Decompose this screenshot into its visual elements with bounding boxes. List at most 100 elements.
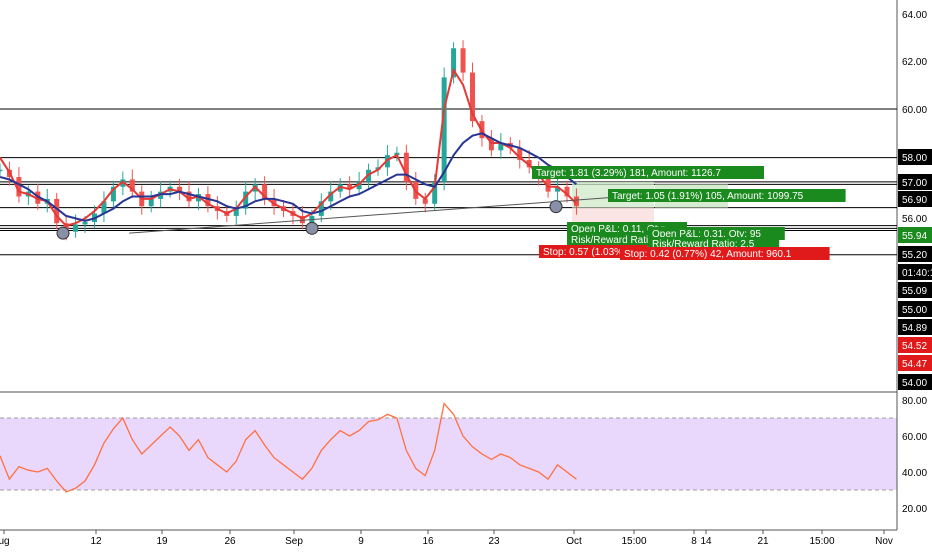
price-tick-11: 55.00 <box>898 301 932 317</box>
price-tick-15: 54.00 <box>898 374 932 390</box>
candle-body <box>35 191 41 204</box>
label-stop-2-text: Stop: 0.42 (0.77%) 42, Amount: 960.1 <box>624 249 792 260</box>
price-tick-bg <box>898 301 932 317</box>
price-tick-label: 54.89 <box>902 323 927 334</box>
loss-zone-1 <box>572 207 654 226</box>
candle-body <box>564 186 570 197</box>
rsi-tick-1: 60.00 <box>902 432 927 443</box>
axes: 64.00 62.00 60.00 58.00 57.00 56.90 56.00 55.94… <box>0 10 932 547</box>
candle-body <box>73 224 79 232</box>
x-tick-4: Sep <box>285 536 303 547</box>
candle-6 <box>54 192 60 230</box>
price-tick-label: 01:40:15 <box>902 268 932 279</box>
label-stop-2: Stop: 0.42 (0.77%) 42, Amount: 960.1 <box>620 247 830 260</box>
price-tick-bg <box>898 174 932 190</box>
price-tick-6: 56.00 <box>902 214 927 225</box>
price-tick-2: 60.00 <box>902 105 927 116</box>
price-tick-9: 01:40:15 <box>898 264 932 280</box>
label-target-2-text: Target: 1.05 (1.91%) 105, Amount: 1099.7… <box>612 191 804 202</box>
candle-47 <box>441 67 447 191</box>
rsi-tick-2: 40.00 <box>902 468 927 479</box>
candle-body <box>470 72 475 122</box>
candle-59 <box>555 176 561 201</box>
candle-body <box>555 186 561 192</box>
candle-43 <box>403 144 409 191</box>
label-open-pl-2-bg <box>648 227 785 240</box>
candle-body <box>517 147 523 161</box>
candle-29 <box>271 188 277 215</box>
x-tick-10: 8 <box>691 536 697 547</box>
label-target-1: Target: 1.81 (3.29%) 181, Amount: 1126.7 <box>532 166 764 179</box>
rsi-layer <box>0 402 897 493</box>
x-tick-2: 19 <box>156 536 168 547</box>
trendline-anchor-3 <box>549 200 563 214</box>
x-tick-3: 26 <box>224 536 236 547</box>
label-rr-1-text: Risk/Reward Ratio: <box>571 235 657 246</box>
candle-body <box>186 191 192 202</box>
candle-body <box>205 194 211 207</box>
price-tick-7: 55.94 <box>898 227 932 243</box>
price-tick-label: 58.00 <box>902 153 927 164</box>
price-tick-label: 55.20 <box>902 250 927 261</box>
candle-body <box>328 191 334 202</box>
x-tick-13: 15:00 <box>809 536 834 547</box>
x-tick-14: Nov <box>875 536 893 547</box>
price-tick-label: 54.52 <box>902 341 927 352</box>
candle-body <box>488 138 494 151</box>
label-rr-2-text: Risk/Reward Ratio: 2.5 <box>652 239 755 250</box>
candle-61 <box>573 188 579 215</box>
rsi-line <box>0 402 577 493</box>
candle-body <box>299 215 305 224</box>
candle-body <box>16 177 22 197</box>
label-target-1-bg <box>532 166 764 179</box>
label-open-pl-2-text: Open P&L: 0.31, Qty: 95 <box>652 229 761 240</box>
moving-averages <box>0 67 578 227</box>
price-tick-14: 54.47 <box>898 355 932 371</box>
candle-body <box>498 143 504 151</box>
label-open-pl-2: Open P&L: 0.31, Qty: 95 <box>648 227 785 240</box>
candle-body <box>271 198 277 207</box>
label-rr-2-bg <box>648 237 780 250</box>
candle-body <box>356 181 362 190</box>
candle-body <box>148 198 154 207</box>
trade-labels: Target: 1.81 (3.29%) 181, Amount: 1126.7… <box>532 166 846 260</box>
x-tick-11: 14 <box>700 536 712 547</box>
price-tick-0: 64.00 <box>902 10 927 21</box>
price-tick-3: 58.00 <box>898 149 932 165</box>
candle-11 <box>101 191 107 222</box>
price-tick-label: 54.00 <box>902 378 927 389</box>
candle-body <box>129 179 135 192</box>
candle-body <box>422 198 428 204</box>
rsi-tick-0: 80.00 <box>902 396 927 407</box>
price-tick-bg <box>898 246 932 262</box>
candle-body <box>432 181 438 204</box>
price-tick-12: 54.89 <box>898 319 932 335</box>
candle-26 <box>243 181 249 215</box>
label-target-1-text: Target: 1.81 (3.29%) 181, Amount: 1126.7 <box>536 168 721 179</box>
candle-49 <box>460 40 466 82</box>
candle-body <box>177 186 183 192</box>
candle-body <box>0 169 3 172</box>
rsi-tick-3: 20.00 <box>902 504 927 515</box>
candle-body <box>233 208 239 216</box>
candle-body <box>318 201 324 216</box>
price-tick-label: 56.00 <box>902 214 927 225</box>
label-rr-2: Risk/Reward Ratio: 2.5 <box>648 237 780 250</box>
candle-body <box>63 223 69 232</box>
x-tick-12: 21 <box>757 536 769 547</box>
candle-0 <box>0 163 3 176</box>
rsi-band <box>0 418 897 490</box>
x-tick-1: 12 <box>90 536 102 547</box>
candle-body <box>82 221 88 225</box>
x-tick-7: 23 <box>488 536 500 547</box>
candle-45 <box>422 192 428 213</box>
candle-body <box>262 184 268 199</box>
candle-body <box>347 184 353 190</box>
candle-body <box>545 177 551 192</box>
candle-25 <box>233 200 239 225</box>
price-tick-bg <box>898 374 932 390</box>
price-tick-bg <box>898 227 932 243</box>
candle-37 <box>347 176 353 198</box>
